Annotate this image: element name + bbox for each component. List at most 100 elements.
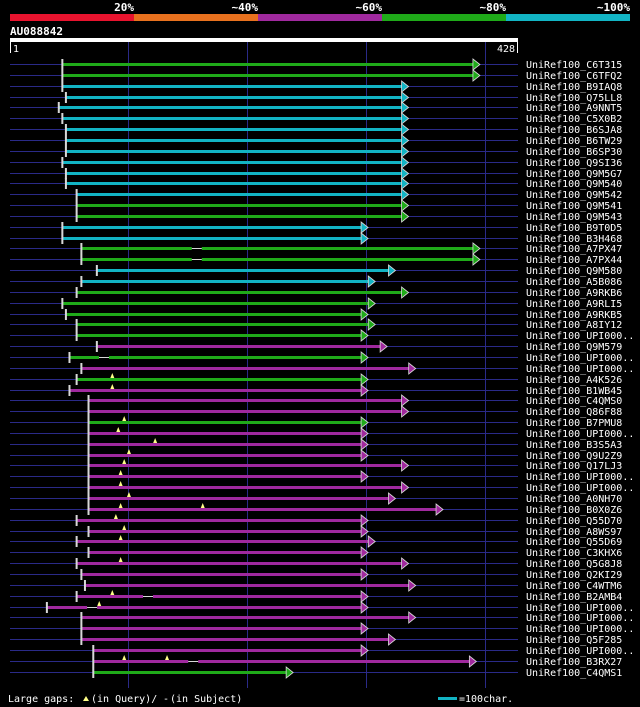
hit-start-tick	[64, 146, 67, 157]
hit-end-arrow	[360, 438, 369, 451]
hit-label: UniRef100_Q9U2Z9	[526, 451, 622, 462]
footer: Large gaps: (in Query)/ - (in Subject) =…	[8, 694, 513, 705]
hit-bar	[81, 573, 363, 576]
hit-label: UniRef100_Q17LJ3	[526, 461, 622, 472]
hit-end-arrow	[360, 384, 369, 397]
query-gap-symbol	[83, 696, 89, 701]
query-gap-marker	[122, 416, 127, 421]
hit-start-tick	[68, 352, 71, 363]
hit-label: UniRef100_UPI000..	[526, 483, 634, 494]
hit-row: UniRef100_A7PX44	[10, 253, 622, 266]
hit-end-arrow	[360, 525, 369, 538]
hit-label: UniRef100_Q9SI36	[526, 158, 622, 169]
hit-row: UniRef100_B6SJA8	[10, 123, 622, 136]
legend-label-40: ~40%	[232, 1, 259, 14]
hit-end-arrow	[388, 633, 397, 646]
hit-start-tick	[61, 298, 64, 309]
hit-start-tick	[87, 417, 90, 428]
hit-row: UniRef100_A4K526	[10, 373, 622, 386]
query-gap-marker	[126, 492, 131, 497]
hit-bar	[76, 595, 363, 598]
hit-label: UniRef100_C5X0B2	[526, 114, 622, 125]
query-gap-marker	[110, 384, 115, 389]
subject-gap-label: (in Subject)	[170, 694, 242, 705]
subject-gap-line	[143, 596, 154, 597]
hit-bar	[88, 508, 438, 511]
hit-start-tick	[75, 536, 78, 547]
hit-end-arrow	[379, 340, 388, 353]
hit-bar	[88, 421, 363, 424]
hit-end-arrow	[401, 101, 410, 114]
hit-label: UniRef100_Q55D70	[526, 516, 622, 527]
hit-bar	[88, 497, 390, 500]
hit-bar	[76, 378, 363, 381]
hit-row: UniRef100_A7PX47	[10, 242, 622, 255]
hit-label: UniRef100_C4WTM6	[526, 581, 622, 592]
hit-row: UniRef100_Q17LJ3	[10, 459, 622, 472]
query-gap-marker	[165, 655, 170, 660]
hit-label: UniRef100_A9RKB5	[526, 310, 622, 321]
hit-start-tick	[92, 667, 95, 678]
hit-bar	[65, 96, 403, 99]
hit-start-tick	[87, 406, 90, 417]
hit-bar	[62, 302, 370, 305]
hit-label: UniRef100_Q5F285	[526, 635, 622, 646]
hit-row: UniRef100_C5X0B2	[10, 112, 622, 125]
hit-label: UniRef100_Q9M543	[526, 212, 622, 223]
hit-bar	[58, 106, 403, 109]
hit-bar	[93, 649, 363, 652]
query-gap-label: (in Query)/	[91, 694, 157, 705]
hit-start-tick	[61, 157, 64, 168]
hit-label: UniRef100_B2AMB4	[526, 592, 622, 603]
hit-list: UniRef100_C6T315UniRef100_C6TFQ2UniRef10…	[10, 58, 634, 679]
hit-label: UniRef100_A8IY12	[526, 320, 622, 331]
hit-end-arrow	[401, 80, 410, 93]
hit-row: UniRef100_B6SP30	[10, 145, 622, 158]
hit-row: UniRef100_C4QMS1	[10, 666, 622, 679]
hit-bar	[88, 475, 363, 478]
hit-start-tick	[87, 439, 90, 450]
hit-row: UniRef100_Q55D70	[10, 514, 622, 527]
hit-row: UniRef100_B2AMB4	[10, 590, 622, 603]
hit-bar	[76, 540, 370, 543]
hit-start-tick	[75, 330, 78, 341]
hit-label: UniRef100_A9RLI5	[526, 299, 622, 310]
hit-bar	[76, 519, 363, 522]
hit-start-tick	[61, 81, 64, 92]
hit-label: UniRef100_C3KHX6	[526, 548, 622, 559]
hit-end-arrow	[408, 611, 417, 624]
hit-row: UniRef100_Q9M579	[10, 340, 622, 353]
hit-end-arrow	[360, 427, 369, 440]
hit-bar	[88, 443, 363, 446]
hit-bar	[88, 454, 363, 457]
hit-start-tick	[64, 168, 67, 179]
hit-start-tick	[68, 385, 71, 396]
legend-swatch-80	[382, 14, 506, 21]
hit-start-tick	[87, 428, 90, 439]
hit-end-arrow	[360, 601, 369, 614]
hit-bar	[76, 291, 403, 294]
hit-label: UniRef100_Q5G8J8	[526, 559, 622, 570]
hit-bar	[76, 323, 370, 326]
hit-end-arrow	[360, 221, 369, 234]
subject-gap-line	[98, 357, 109, 358]
hit-bar	[62, 237, 363, 240]
hit-bar	[88, 530, 363, 533]
hit-end-arrow	[472, 253, 481, 266]
hit-row: UniRef100_Q55D69	[10, 535, 622, 548]
hit-row: UniRef100_Q86F88	[10, 405, 622, 418]
hit-bar	[76, 215, 403, 218]
legend-swatch-20	[10, 14, 134, 21]
hit-bar	[81, 247, 474, 250]
hit-bar	[65, 150, 403, 153]
hit-bar	[46, 606, 363, 609]
hit-bar	[62, 226, 363, 229]
hit-bar	[84, 584, 410, 587]
hit-bar	[65, 128, 403, 131]
hit-row: UniRef100_C6TFQ2	[10, 69, 622, 82]
hit-bar	[69, 356, 363, 359]
hit-bar	[88, 464, 403, 467]
hit-end-arrow	[401, 134, 410, 147]
hit-row: UniRef100_UPI000..	[10, 329, 634, 342]
